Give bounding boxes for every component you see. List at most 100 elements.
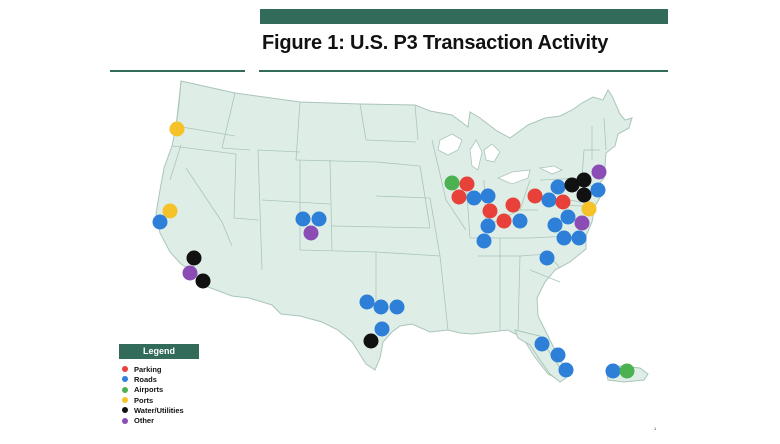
marker-other-co [303, 225, 319, 241]
great-lake [483, 143, 501, 163]
title-bar-accent [260, 9, 668, 24]
great-lake [496, 169, 531, 185]
legend-label: Parking [134, 364, 162, 374]
state-border [529, 269, 561, 283]
state-border [257, 149, 301, 153]
great-lake [469, 139, 483, 171]
state-border [431, 139, 447, 201]
marker-roads-in [480, 188, 496, 204]
legend-item-ports: Ports [119, 395, 199, 405]
marker-roads-tx [389, 299, 405, 315]
state-border [517, 255, 521, 331]
marker-water-ca-s [195, 273, 211, 289]
state-border [419, 165, 431, 229]
state-border [359, 103, 367, 141]
state-border [329, 159, 333, 251]
state-border [375, 161, 421, 167]
marker-airports-pr [619, 363, 635, 379]
marker-water-ca-s [186, 250, 202, 266]
state-border [261, 199, 331, 205]
great-lake [538, 165, 563, 175]
marker-ports-nj [581, 201, 597, 217]
marker-roads-ca-n [152, 214, 168, 230]
state-border [483, 179, 487, 227]
map-land [155, 80, 649, 383]
marker-water-tx [363, 333, 379, 349]
legend-list: Parking Roads Airports Ports Water/Utilities… [119, 364, 199, 426]
legend-label: Water/Utilities [134, 405, 184, 415]
marker-roads-co [295, 211, 311, 227]
legend: Legend Parking Roads Airports Ports Water/Ut… [119, 344, 199, 426]
legend-title: Legend [119, 344, 199, 359]
state-border [221, 147, 251, 151]
state-border [414, 104, 419, 141]
state-border [169, 144, 182, 181]
state-border [175, 80, 182, 127]
state-border [375, 195, 431, 199]
marker-other-ct [591, 164, 607, 180]
marker-roads-pa [550, 179, 566, 195]
marker-parking-pa [527, 188, 543, 204]
marker-roads-va [560, 209, 576, 225]
marker-roads-fl [558, 362, 574, 378]
marker-roads-tx [359, 294, 375, 310]
legend-dot-water [122, 407, 128, 414]
marker-roads-va [556, 230, 572, 246]
state-border [171, 145, 237, 155]
marker-parking-il [459, 176, 475, 192]
legend-item-airports: Airports [119, 385, 199, 395]
page-number: 1 [654, 426, 657, 431]
title-rule-right [259, 70, 668, 72]
state-border [257, 149, 263, 271]
marker-roads-tx [374, 321, 390, 337]
legend-dot-parking [122, 366, 128, 373]
state-border [185, 167, 233, 247]
marker-roads-ky [476, 233, 492, 249]
us-mainland [155, 80, 633, 381]
marker-parking-ky [496, 213, 512, 229]
great-lake [437, 133, 463, 156]
marker-roads-sc [539, 250, 555, 266]
marker-roads-pa [541, 192, 557, 208]
legend-item-parking: Parking [119, 364, 199, 374]
legend-dot-roads [122, 376, 128, 383]
state-border [331, 225, 431, 229]
legend-item-water: Water/Utilities [119, 405, 199, 415]
marker-water-ny [576, 172, 592, 188]
state-border [295, 159, 377, 163]
state-border [445, 199, 467, 231]
marker-roads-co [311, 211, 327, 227]
state-border [295, 101, 301, 161]
marker-roads-fl [534, 336, 550, 352]
legend-label: Airports [134, 385, 164, 395]
legend-dot-ports [122, 397, 128, 404]
marker-roads-va [571, 230, 587, 246]
marker-roads-ky [480, 218, 496, 234]
legend-label: Roads [134, 374, 157, 384]
marker-roads-fl [550, 347, 566, 363]
legend-label: Other [134, 416, 155, 426]
marker-parking-oh [505, 197, 521, 213]
marker-water-ny [564, 177, 580, 193]
marker-other-va [574, 215, 590, 231]
state-border [365, 139, 417, 143]
legend-item-other: Other [119, 415, 199, 425]
marker-ports-ca-n [162, 203, 178, 219]
marker-roads-in [466, 190, 482, 206]
marker-other-ca-s [182, 265, 198, 281]
state-border [221, 92, 236, 149]
marker-ports-or [169, 121, 185, 137]
state-border [519, 179, 531, 211]
map-markers [152, 121, 635, 379]
marker-roads-va [547, 217, 563, 233]
title-rule-left [110, 70, 245, 72]
marker-parking-in [482, 203, 498, 219]
state-border [233, 153, 237, 219]
legend-dot-other [122, 417, 128, 424]
state-border [429, 197, 441, 257]
marker-roads-tx [373, 299, 389, 315]
legend-item-roads: Roads [119, 374, 199, 384]
state-border [233, 217, 259, 221]
